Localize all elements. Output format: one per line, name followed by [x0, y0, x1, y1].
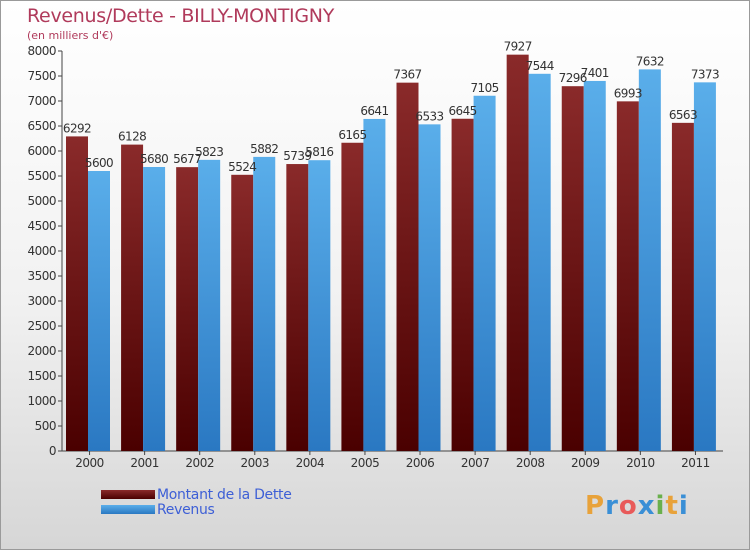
x-tick-label: 2008	[516, 456, 545, 470]
dette-bar	[506, 54, 529, 452]
y-tick-label: 8000	[27, 44, 56, 58]
y-tick-label: 5000	[27, 194, 56, 208]
x-tick-label: 2003	[241, 456, 270, 470]
data-label: 5600	[85, 156, 113, 170]
y-tick-label: 3500	[27, 269, 56, 283]
y-tick-label: 5500	[27, 169, 56, 183]
data-label: 6641	[360, 104, 388, 118]
data-label: 6533	[415, 109, 443, 123]
data-label: 5882	[250, 142, 278, 156]
logo-letter: P	[585, 491, 606, 521]
revenus-bar	[583, 80, 606, 451]
revenus-bar	[418, 124, 441, 451]
data-label: 5823	[195, 145, 223, 159]
x-tick-label: 2004	[296, 456, 325, 470]
data-label: 6563	[669, 108, 697, 122]
revenus-bar	[638, 69, 661, 452]
data-label: 5680	[140, 152, 168, 166]
x-tick-label: 2000	[75, 456, 104, 470]
dette-bar	[616, 101, 639, 451]
y-tick-label: 4000	[27, 244, 56, 258]
x-tick-label: 2010	[626, 456, 655, 470]
data-label: 6645	[449, 104, 477, 118]
legend-label-revenus: Revenus	[157, 501, 215, 518]
y-tick-label: 7500	[27, 69, 56, 83]
x-tick-label: 2001	[130, 456, 159, 470]
y-tick-label: 6000	[27, 144, 56, 158]
x-tick-label: 2002	[185, 456, 214, 470]
x-tick-label: 2006	[406, 456, 435, 470]
data-label: 7296	[559, 71, 587, 85]
revenus-bar	[88, 171, 110, 451]
y-tick-label: 4500	[27, 219, 56, 233]
legend-item-dette: Montant de la Dette	[101, 486, 292, 503]
data-label: 5677	[173, 152, 201, 166]
data-label: 7544	[526, 59, 554, 73]
revenus-bar	[528, 73, 551, 452]
dette-bar	[286, 164, 309, 452]
chart-title: Revenus/Dette - BILLY-MONTIGNY	[27, 5, 335, 27]
dette-bar	[396, 82, 419, 452]
dette-bar	[231, 174, 254, 452]
data-label: 7632	[636, 54, 664, 68]
x-tick-label: 2005	[351, 456, 380, 470]
chart-subtitle: (en milliers d'€)	[27, 29, 114, 42]
x-tick-label: 2007	[461, 456, 490, 470]
y-tick-label: 3000	[27, 294, 56, 308]
legend-swatch-revenus	[101, 505, 155, 514]
y-tick-label: 7000	[27, 94, 56, 108]
logo-letter: t	[665, 491, 679, 521]
dette-bar	[341, 142, 364, 451]
data-label: 6993	[614, 86, 642, 100]
data-label: 7105	[471, 81, 499, 95]
data-label: 6128	[118, 130, 146, 144]
proxiti-logo: Proxiti	[585, 491, 689, 521]
data-label: 6292	[63, 121, 91, 135]
y-tick-label: 2500	[27, 319, 56, 333]
dette-bar	[66, 136, 88, 451]
revenus-bar	[693, 82, 716, 451]
y-tick-label: 1000	[27, 394, 56, 408]
y-tick-label: 500	[35, 419, 56, 433]
dette-bar	[121, 144, 144, 451]
revenus-bar	[253, 156, 276, 451]
dette-bar	[451, 118, 474, 451]
logo-letter: r	[605, 491, 619, 521]
dette-bar	[561, 86, 584, 451]
x-tick-label: 2009	[571, 456, 600, 470]
data-label: 5816	[305, 145, 333, 159]
y-tick-label: 0	[49, 444, 56, 458]
revenus-bar	[198, 159, 221, 451]
data-label: 5524	[228, 160, 256, 174]
data-label: 7367	[393, 68, 421, 82]
revenus-bar	[308, 160, 331, 451]
dette-bar	[176, 167, 199, 451]
dette-bar	[671, 122, 694, 451]
x-tick-label: 2011	[681, 456, 710, 470]
data-label: 7401	[581, 66, 609, 80]
logo-letter: x	[637, 491, 656, 521]
logo-letter: o	[618, 491, 638, 521]
legend-item-revenus: Revenus	[101, 501, 215, 518]
y-tick-label: 2000	[27, 344, 56, 358]
revenus-bar	[363, 118, 386, 451]
legend-swatch-dette	[101, 490, 155, 499]
revenus-bar	[473, 95, 496, 451]
revenus-bar	[143, 167, 166, 451]
logo-letter: i	[678, 491, 689, 521]
data-label: 7373	[691, 67, 719, 81]
data-label: 5739	[283, 149, 311, 163]
y-tick-label: 1500	[27, 369, 56, 383]
data-label: 7927	[504, 40, 532, 54]
y-tick-label: 6500	[27, 119, 56, 133]
data-label: 6165	[338, 128, 366, 142]
legend-label-dette: Montant de la Dette	[157, 486, 292, 503]
logo-letter: i	[655, 491, 666, 521]
